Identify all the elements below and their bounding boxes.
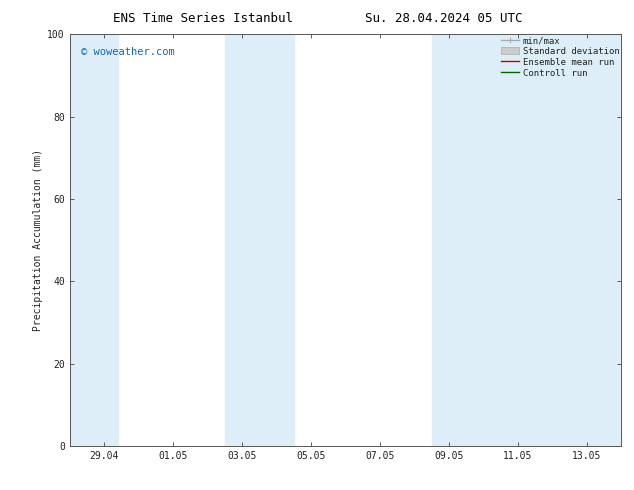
Legend: min/max, Standard deviation, Ensemble mean run, Controll run: min/max, Standard deviation, Ensemble me… bbox=[501, 36, 619, 77]
Text: © woweather.com: © woweather.com bbox=[81, 47, 174, 57]
Bar bbox=[225, 34, 294, 446]
Y-axis label: Precipitation Accumulation (mm): Precipitation Accumulation (mm) bbox=[33, 149, 43, 331]
Bar bbox=[70, 34, 118, 446]
Text: Su. 28.04.2024 05 UTC: Su. 28.04.2024 05 UTC bbox=[365, 12, 522, 25]
Text: ENS Time Series Istanbul: ENS Time Series Istanbul bbox=[113, 12, 293, 25]
Bar bbox=[432, 34, 621, 446]
